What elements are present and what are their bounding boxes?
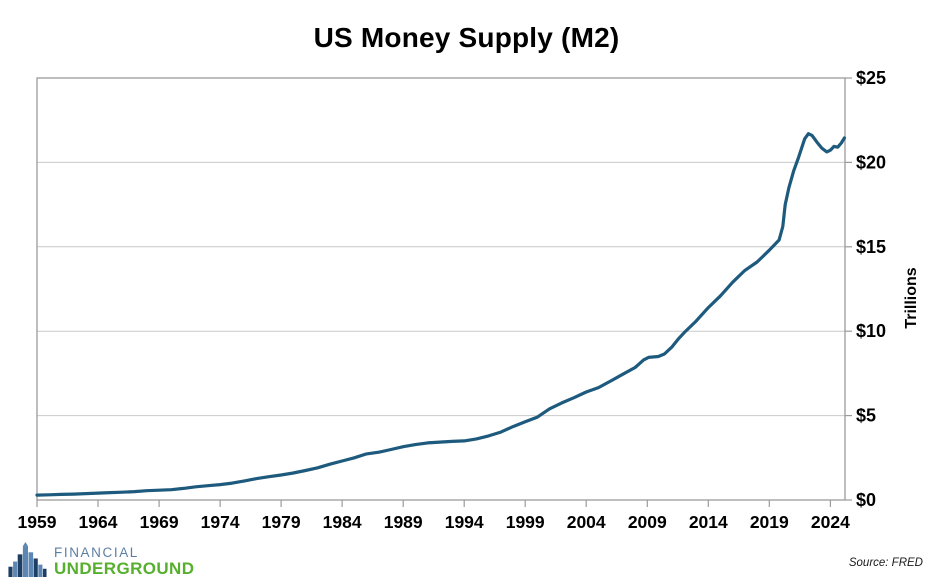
x-tick-label: 1994 [445, 512, 484, 532]
y-tick-label: $10 [856, 321, 886, 341]
x-tick-label: 1969 [140, 512, 179, 532]
y-tick-label: $20 [856, 152, 886, 172]
m2-line-chart: $0 $5 $10 $15 $20 $25 1959 1964 1969 1974 1979 1984… [18, 68, 887, 532]
logo-line-financial: FINANCIAL [54, 545, 139, 560]
x-tick-label: 1979 [262, 512, 301, 532]
x-tick-label: 1964 [79, 512, 118, 532]
x-tick-label: 1959 [18, 512, 57, 532]
x-tick-label: 1989 [384, 512, 423, 532]
source-credit: Source: FRED [848, 557, 923, 569]
plot-frame [36, 77, 846, 501]
chart-title: US Money Supply (M2) [313, 22, 620, 53]
x-tick-label: 2019 [750, 512, 789, 532]
y-tick-label: $0 [856, 490, 876, 510]
financial-underground-logo: FINANCIAL UNDERGROUND [8, 542, 194, 577]
y-tick-label: $25 [856, 68, 886, 88]
x-tick-label: 2004 [567, 512, 606, 532]
m2-series-line [35, 132, 847, 497]
logo-text: FINANCIAL UNDERGROUND [54, 545, 195, 578]
logo-line-underground: UNDERGROUND [54, 559, 195, 578]
y-tick-label: $5 [856, 406, 876, 426]
x-tick-label: 2009 [628, 512, 667, 532]
x-tick-label: 1974 [201, 512, 240, 532]
x-tick-label: 1984 [323, 512, 362, 532]
y-axis-title: Trillions [903, 267, 920, 329]
x-tick-label: 2024 [811, 512, 850, 532]
x-tick-label: 1999 [506, 512, 545, 532]
x-tick-label: 2014 [689, 512, 728, 532]
y-tick-label: $15 [856, 237, 886, 257]
skyline-icon [8, 542, 47, 577]
